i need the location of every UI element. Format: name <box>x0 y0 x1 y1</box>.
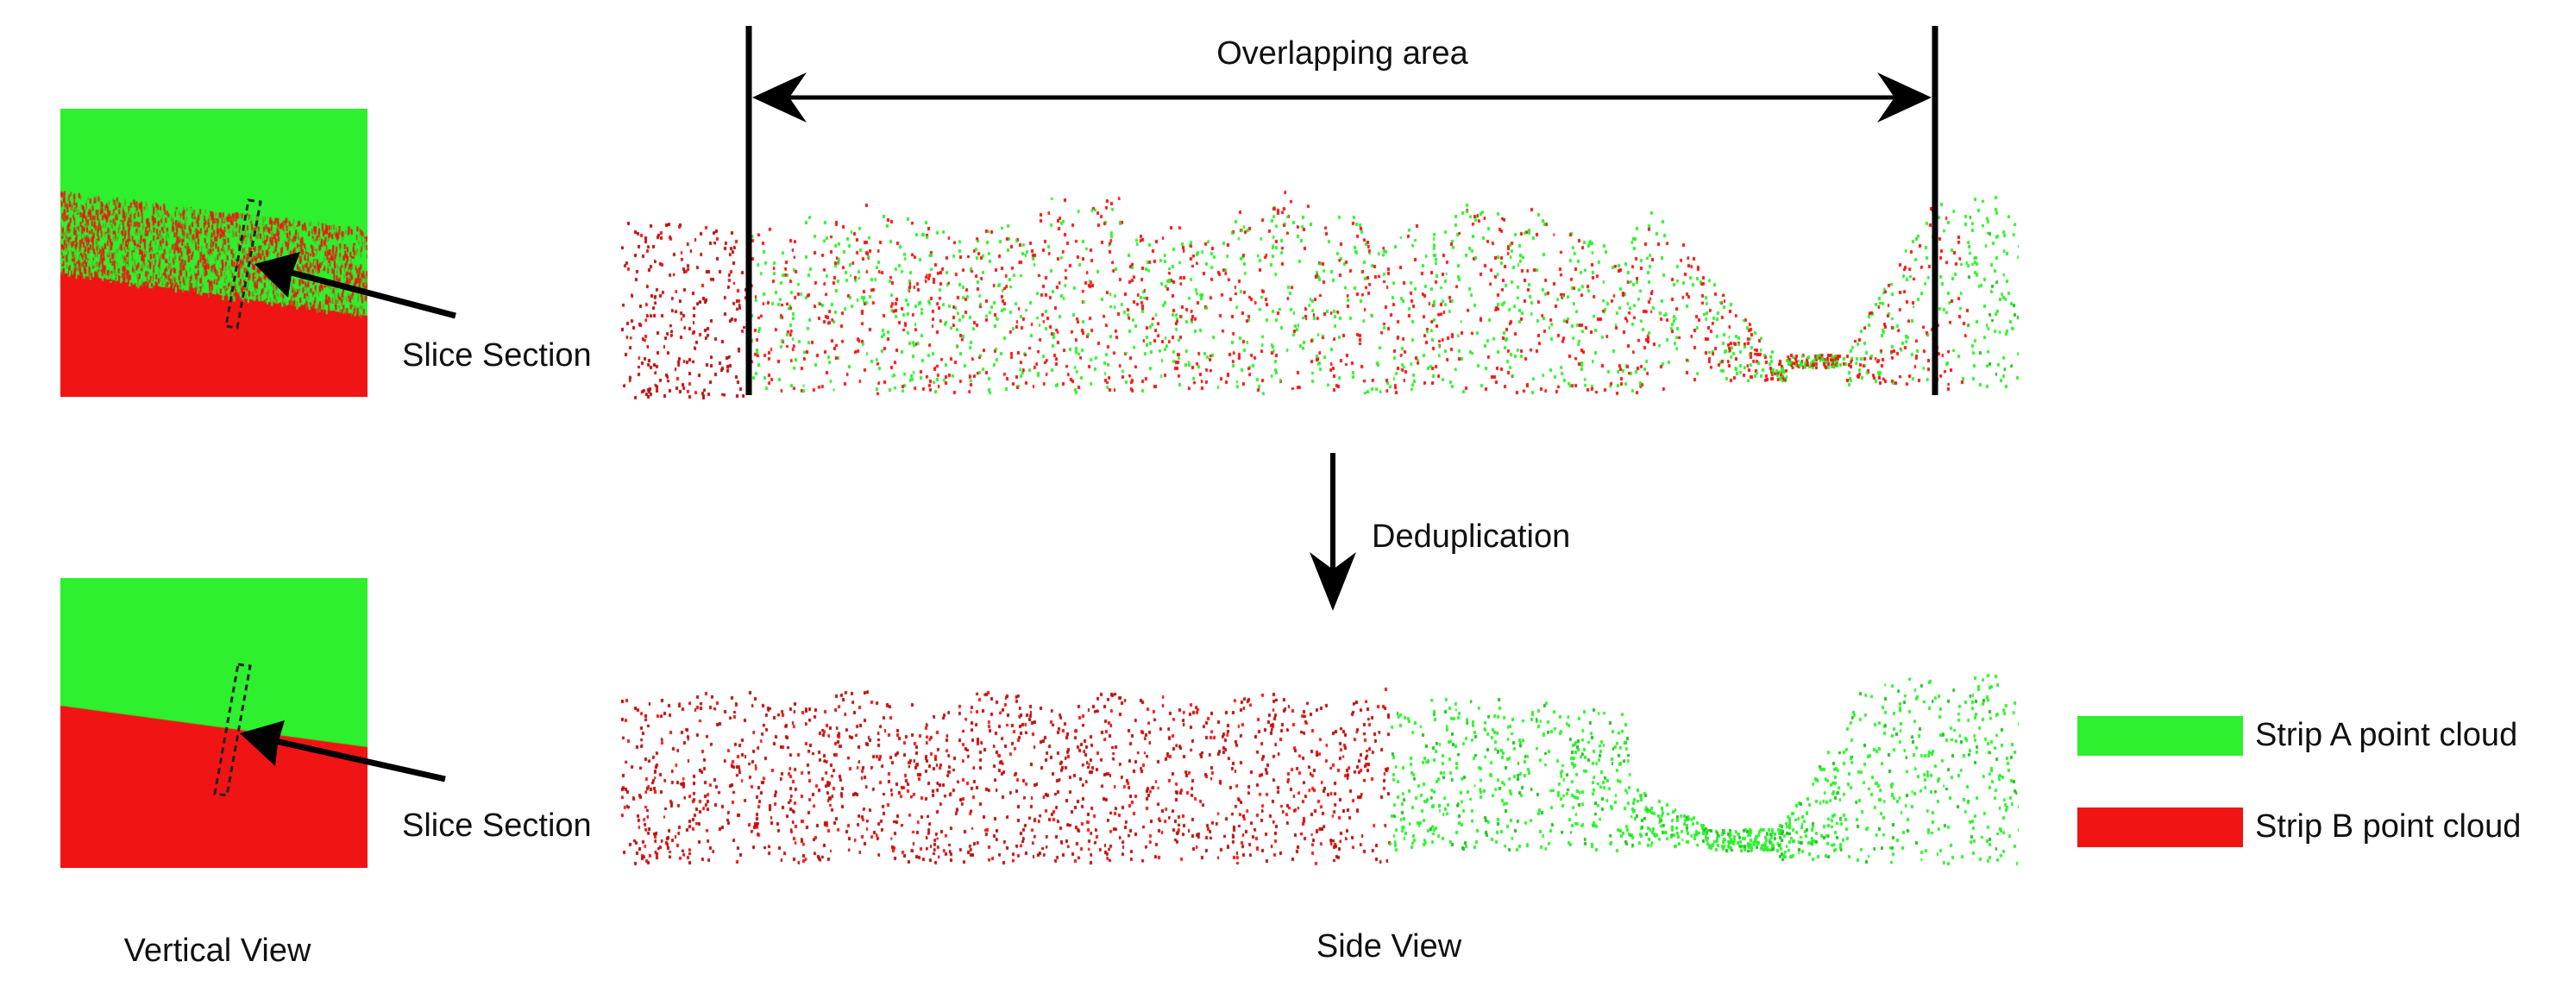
bottom-vertical-view-canvas <box>60 578 368 868</box>
bottom-slice-label: Slice Section <box>402 808 592 844</box>
top-vertical-view-canvas <box>60 109 368 397</box>
deduplication-arrow-head <box>1310 552 1356 611</box>
top-side-view-point-cloud <box>621 181 2019 405</box>
legend-label-strip-a: Strip A point cloud <box>2255 717 2518 753</box>
top-vertical-view <box>60 109 368 397</box>
deduplication-label: Deduplication <box>1372 518 1571 555</box>
top-slice-marker <box>224 198 262 330</box>
overlap-arrow-head-right <box>1877 72 1932 123</box>
bottom-slice-marker <box>213 663 252 797</box>
bottom-slice-arrow <box>271 737 446 782</box>
vertical-view-label: Vertical View <box>123 933 311 969</box>
top-slice-label: Slice Section <box>402 337 592 374</box>
overlap-label: Overlapping area <box>1216 35 1468 72</box>
bottom-vertical-view <box>60 578 368 868</box>
bottom-slice-arrow-head <box>240 720 285 766</box>
side-view-label: Side View <box>1316 928 1462 965</box>
legend-label-strip-b: Strip B point cloud <box>2255 808 2522 845</box>
overlap-arrow-head-left <box>752 72 807 123</box>
legend-swatch-strip-a <box>2077 716 2243 756</box>
top-slice-arrow <box>284 267 456 319</box>
top-slice-arrow-head <box>254 252 300 298</box>
bottom-side-view-point-cloud <box>621 664 2019 871</box>
legend-swatch-strip-b <box>2077 808 2243 847</box>
